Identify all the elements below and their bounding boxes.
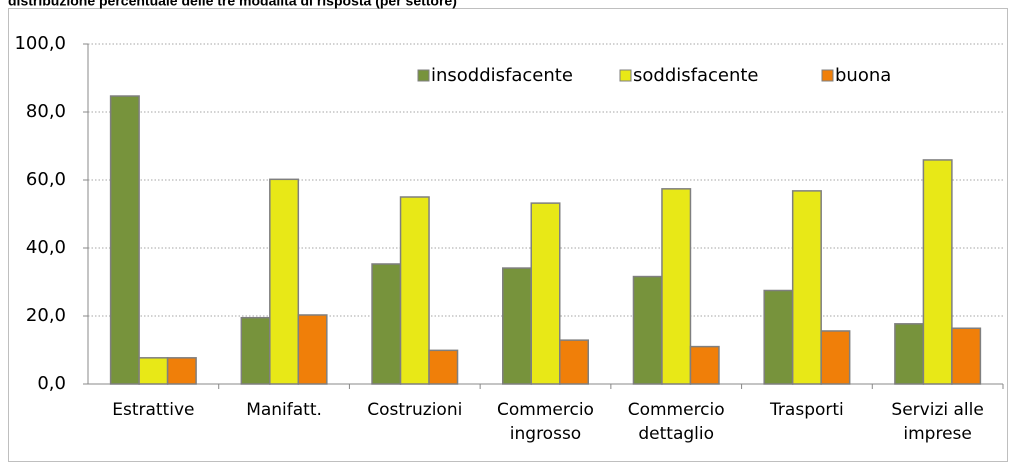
bar (530, 202, 561, 385)
x-tick-label: Estrattive (112, 400, 195, 420)
bar (109, 95, 140, 385)
bar (138, 357, 169, 385)
bar (922, 159, 953, 385)
y-tick-label: 40,0 (26, 237, 66, 258)
legend-swatch (619, 69, 632, 82)
bar (502, 267, 532, 385)
legend-swatch (417, 69, 430, 82)
legend-swatch (821, 69, 834, 82)
bar (661, 188, 692, 385)
bar (240, 316, 271, 385)
bar (297, 314, 328, 385)
bar (428, 349, 459, 385)
chart-title: distribuzione percentuale delle tre moda… (8, 0, 457, 9)
bar (763, 289, 794, 385)
legend-label: insoddisfacente (431, 65, 573, 86)
x-tick-label: Commercio ingrosso (497, 400, 594, 444)
bar (689, 345, 720, 385)
x-tick-label: Commercio dettaglio (627, 400, 725, 444)
x-tick-label: Manifatt. (246, 400, 322, 420)
x-tick-label: Servizi alle imprese (891, 400, 984, 444)
bar (820, 330, 851, 385)
bar (399, 196, 430, 385)
bar (791, 190, 822, 385)
x-tick-label: Trasporti (770, 400, 844, 420)
bar (951, 327, 982, 385)
bar (894, 323, 925, 385)
bar (632, 275, 663, 385)
y-tick-label: 100,0 (14, 33, 66, 54)
x-tick-label: Costruzioni (367, 400, 463, 420)
y-tick-label: 60,0 (26, 169, 66, 190)
y-tick-label: 20,0 (26, 305, 66, 326)
legend-label: soddisfacente (633, 65, 759, 86)
bar (371, 263, 402, 385)
legend-label: buona (835, 65, 891, 86)
y-tick-label: 80,0 (26, 101, 66, 122)
y-tick-label: 0,0 (37, 373, 66, 394)
bar (166, 357, 197, 385)
bar (269, 178, 300, 385)
chart-border (8, 8, 1008, 462)
bar (559, 339, 589, 385)
